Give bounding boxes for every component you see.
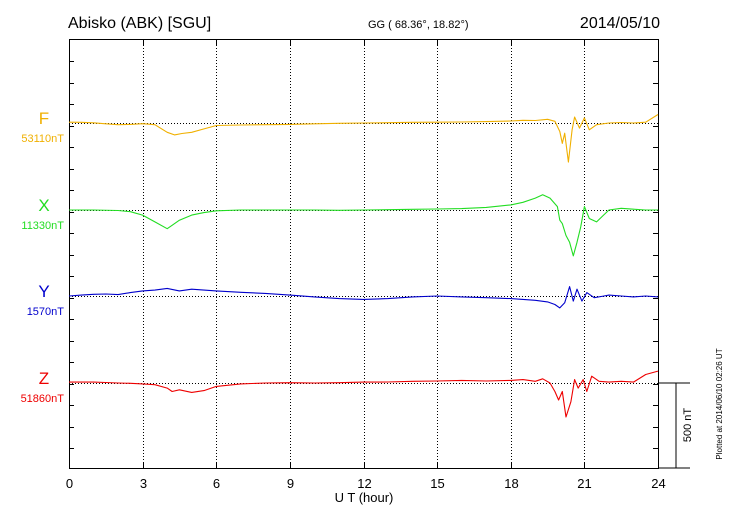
series-name-x: X: [38, 196, 49, 215]
series-baseline-x: 11330nT: [21, 220, 64, 232]
x-axis-title: U T (hour): [335, 490, 394, 505]
series-line-x: [69, 194, 658, 257]
x-tick-label: 0: [66, 476, 73, 491]
y-minor-ticks: [69, 61, 658, 449]
series-baseline-z: 51860nT: [21, 393, 65, 405]
x-tick-label: 3: [140, 476, 147, 491]
series-line-y: [68, 286, 659, 309]
series-line-f: [68, 114, 659, 163]
series-labels: F 53110nT X 11330nT Y 1570nT Z 51860nT: [21, 109, 65, 405]
series-line-z: [69, 370, 659, 418]
x-tick-label: 15: [430, 476, 444, 491]
x-tick-label: 24: [651, 476, 665, 491]
series-name-y: Y: [38, 282, 49, 301]
station-title: Abisko (ABK) [SGU]: [68, 15, 211, 32]
series-name-f: F: [39, 109, 49, 128]
x-tick-label: 6: [213, 476, 220, 491]
series-baseline-f: 53110nT: [21, 133, 64, 145]
plotted-at-note: Plotted at 2014/06/10 02:26 UT: [715, 348, 724, 459]
series-baseline-y: 1570nT: [27, 306, 65, 318]
series-layer: [68, 114, 659, 418]
coordinates-label: GG ( 68.36°, 18.82°): [368, 19, 469, 31]
x-tick-label: 12: [357, 476, 371, 491]
scale-bar-label: 500 nT: [682, 408, 694, 443]
x-tick-label: 21: [577, 476, 591, 491]
x-tick-label: 18: [504, 476, 518, 491]
x-tick-label: 9: [287, 476, 294, 491]
scale-bar: 500 nT: [658, 382, 694, 469]
date-label: 2014/05/10: [580, 15, 660, 32]
x-axis: 0 3 6 9 12 15 18 21 24: [66, 39, 666, 491]
grid-lines: [69, 39, 658, 468]
series-name-z: Z: [39, 369, 49, 388]
